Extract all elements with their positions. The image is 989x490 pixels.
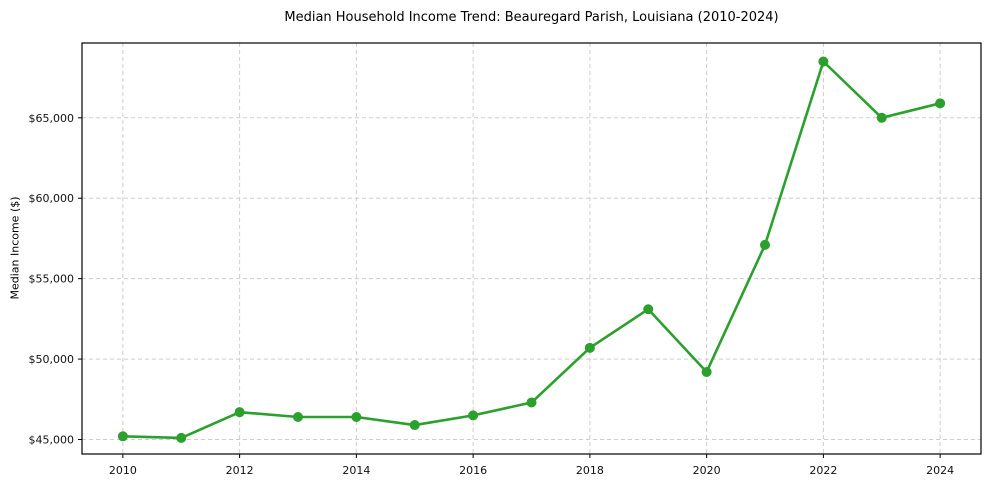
data-point-2022 xyxy=(818,56,829,67)
data-point-2017 xyxy=(526,397,537,408)
data-point-2011 xyxy=(176,432,187,443)
x-tick-label: 2018 xyxy=(576,464,604,477)
x-tick-label: 2014 xyxy=(342,464,370,477)
y-tick-label: $45,000 xyxy=(29,434,75,447)
y-tick-label: $50,000 xyxy=(29,353,75,366)
x-tick-label: 2020 xyxy=(693,464,721,477)
data-point-2013 xyxy=(292,412,303,423)
x-tick-label: 2016 xyxy=(459,464,487,477)
data-point-2020 xyxy=(701,366,712,377)
data-point-2023 xyxy=(876,112,887,123)
x-tick-label: 2022 xyxy=(809,464,837,477)
data-point-2021 xyxy=(760,239,771,250)
data-point-2015 xyxy=(409,420,420,431)
data-point-2014 xyxy=(351,412,362,423)
x-tick-label: 2012 xyxy=(226,464,254,477)
y-tick-label: $60,000 xyxy=(29,192,75,205)
data-point-2016 xyxy=(468,410,479,421)
y-tick-label: $65,000 xyxy=(29,112,75,125)
x-tick-label: 2024 xyxy=(926,464,954,477)
data-point-2019 xyxy=(643,304,654,315)
data-point-2024 xyxy=(935,98,946,109)
chart-title: Median Household Income Trend: Beauregar… xyxy=(284,10,779,25)
x-tick-label: 2010 xyxy=(109,464,137,477)
data-point-2010 xyxy=(117,431,128,442)
y-tick-label: $55,000 xyxy=(29,273,75,286)
data-point-2012 xyxy=(234,407,245,418)
plot-border xyxy=(81,42,982,455)
data-point-2018 xyxy=(584,342,595,353)
